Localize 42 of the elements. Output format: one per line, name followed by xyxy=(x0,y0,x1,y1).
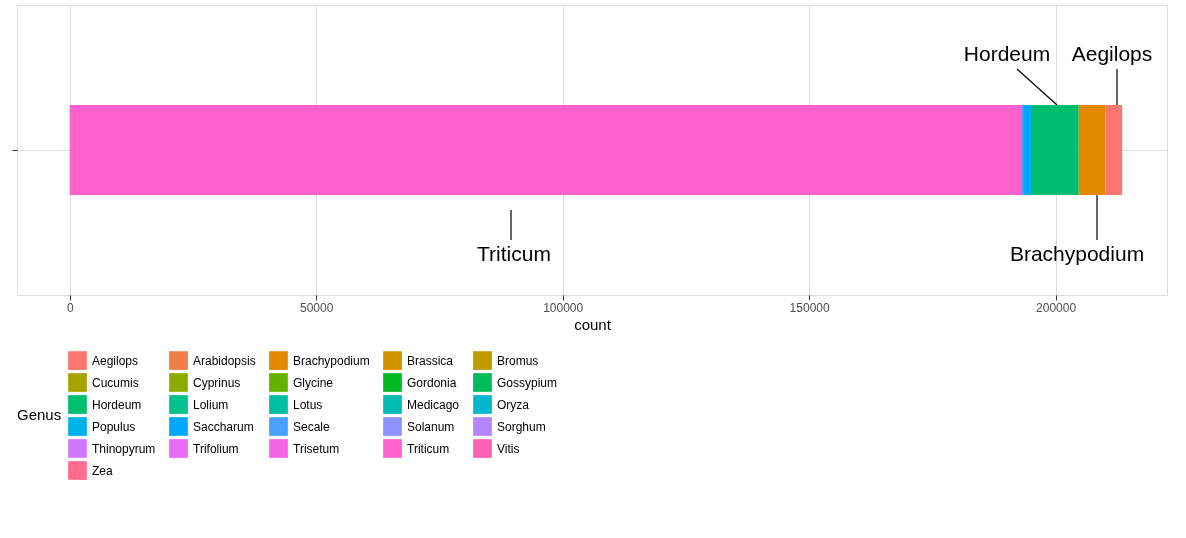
legend-label: Cucumis xyxy=(92,375,139,390)
legend-label: Thinopyrum xyxy=(92,441,156,456)
bar xyxy=(1078,105,1106,195)
legend-label: Lolium xyxy=(193,397,229,412)
legend-label: Medicago xyxy=(407,397,460,412)
annotation: Brachypodium xyxy=(1009,242,1145,265)
legend-label: Brachypodium xyxy=(293,353,370,368)
legend-label: Brassica xyxy=(407,353,454,368)
annotation: Aegilops xyxy=(1071,42,1153,65)
legend-label: Glycine xyxy=(293,375,334,390)
x-axis-title: count xyxy=(574,315,612,333)
legend-label: Gossypium xyxy=(497,375,558,390)
bar xyxy=(1105,105,1123,195)
legend-label: Arabidopsis xyxy=(193,353,256,368)
legend-label: Solanum xyxy=(407,419,455,434)
legend-label: Oryza xyxy=(497,397,530,412)
legend-label: Saccharum xyxy=(193,419,254,434)
legend-label: Trifolium xyxy=(193,441,239,456)
legend-label: Vitis xyxy=(497,441,520,456)
annotation: Hordeum xyxy=(963,42,1051,65)
bar xyxy=(1023,105,1031,195)
legend-label: Trisetum xyxy=(293,441,340,456)
x-tick-label: 200000 xyxy=(1036,300,1077,315)
annotation: Triticum xyxy=(477,242,551,265)
legend-label: Aegilops xyxy=(92,353,139,368)
legend-label: Secale xyxy=(293,419,331,434)
legend-label: Hordeum xyxy=(92,397,142,412)
legend-label: Lotus xyxy=(293,397,323,412)
legend-label: Triticum xyxy=(407,441,450,456)
legend-title: Genus xyxy=(17,406,62,423)
x-tick-label: 150000 xyxy=(789,300,830,315)
legend-label: Sorghum xyxy=(497,419,546,434)
bar xyxy=(69,105,1022,195)
legend-label: Zea xyxy=(92,463,113,478)
legend-label: Gordonia xyxy=(407,375,457,390)
legend-label: Bromus xyxy=(497,353,539,368)
bar xyxy=(1030,105,1079,195)
legend-label: Cyprinus xyxy=(193,375,241,390)
x-tick-label: 50000 xyxy=(300,300,334,315)
legend-label: Populus xyxy=(92,419,136,434)
x-tick-label: 0 xyxy=(66,300,74,315)
x-tick-label: 100000 xyxy=(543,300,584,315)
